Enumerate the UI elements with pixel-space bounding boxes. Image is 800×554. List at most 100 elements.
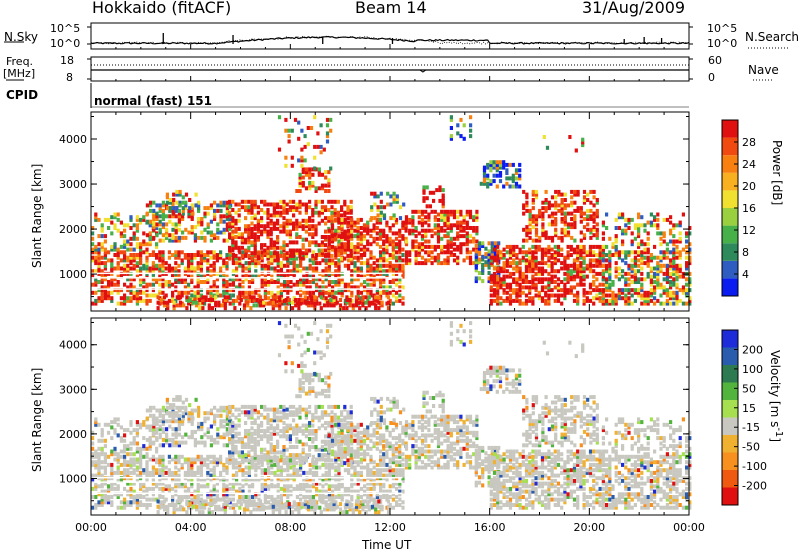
power-point-1741 bbox=[314, 202, 318, 207]
power-point-1827 bbox=[343, 213, 347, 218]
power-point-179 bbox=[142, 298, 146, 303]
power-point-3093 bbox=[534, 217, 539, 221]
velocity-point-335 bbox=[187, 462, 191, 467]
power-point-552 bbox=[251, 280, 255, 284]
velocity-point-85 bbox=[116, 505, 120, 510]
power-point-1733 bbox=[314, 243, 318, 248]
power-point-3729 bbox=[204, 295, 208, 300]
power-point-2811 bbox=[540, 250, 545, 255]
power-point-3740 bbox=[220, 303, 224, 308]
velocity-point-396 bbox=[203, 462, 207, 467]
power-point-2115 bbox=[370, 208, 374, 212]
velocity-point-565 bbox=[254, 465, 258, 470]
power-point-1008 bbox=[382, 285, 386, 290]
velocity-point-777 bbox=[315, 481, 319, 486]
power-point-1341 bbox=[213, 217, 217, 221]
power-point-1137 bbox=[123, 228, 127, 233]
power-point-2871 bbox=[556, 269, 561, 274]
velocity-point-219 bbox=[151, 454, 155, 459]
power-point-1280 bbox=[177, 200, 181, 205]
power-point-1385 bbox=[165, 200, 169, 205]
power-point-3824 bbox=[345, 295, 349, 300]
power-point-2249 bbox=[433, 217, 437, 222]
power-point-3155 bbox=[560, 227, 564, 232]
power-point-99 bbox=[119, 288, 123, 293]
power-point-1470 bbox=[244, 240, 248, 245]
power-point-3185 bbox=[570, 222, 574, 227]
power-point-1202 bbox=[149, 200, 153, 205]
power-point-2215 bbox=[424, 258, 428, 263]
power-point-490 bbox=[231, 288, 235, 293]
power-point-1288 bbox=[184, 206, 188, 211]
velocity-point-638 bbox=[276, 484, 280, 489]
velocity-point-302 bbox=[177, 473, 181, 478]
power-point-459 bbox=[222, 277, 226, 282]
power-point-1412 bbox=[228, 256, 232, 261]
power-point-2438 bbox=[477, 252, 482, 257]
power-point-2462 bbox=[487, 260, 491, 265]
power-point-1441 bbox=[234, 243, 238, 248]
velocity-point-8 bbox=[94, 505, 98, 510]
velocity-point-246 bbox=[161, 481, 165, 486]
power-point-3372 bbox=[633, 277, 637, 282]
power-point-3528 bbox=[675, 293, 679, 298]
power-point-1856 bbox=[298, 189, 302, 193]
power-point-2172 bbox=[411, 239, 415, 244]
power-point-2131 bbox=[382, 216, 387, 221]
velocity-point-457 bbox=[222, 486, 226, 491]
power-point-2138 bbox=[389, 194, 393, 199]
power-point-3017 bbox=[595, 285, 599, 290]
power-point-1235 bbox=[161, 203, 165, 208]
power-point-2053 bbox=[375, 236, 379, 241]
power-point-1270 bbox=[177, 238, 181, 243]
power-point-1107 bbox=[103, 247, 107, 252]
power-point-812 bbox=[324, 261, 328, 266]
power-point-3169 bbox=[563, 219, 567, 224]
power-point-1449 bbox=[234, 202, 238, 207]
power-point-3800 bbox=[310, 298, 314, 302]
power-point-1991 bbox=[346, 234, 351, 239]
power-point-2499 bbox=[482, 181, 487, 186]
power-point-2684 bbox=[512, 247, 516, 252]
power-point-2117 bbox=[370, 191, 374, 196]
power-point-767 bbox=[311, 261, 315, 266]
power-point-2743 bbox=[528, 296, 532, 301]
power-point-2435 bbox=[477, 271, 482, 275]
power-point-555 bbox=[251, 261, 255, 266]
power-point-3074 bbox=[528, 214, 532, 219]
power-point-1767 bbox=[324, 208, 328, 212]
power-point-76 bbox=[110, 266, 114, 271]
power-point-3449 bbox=[656, 298, 660, 303]
velocity-point-1071 bbox=[398, 470, 402, 475]
power-point-3415 bbox=[646, 298, 650, 303]
power-point-2643 bbox=[502, 253, 506, 257]
power-point-1947 bbox=[327, 242, 331, 247]
power-point-3611 bbox=[627, 226, 631, 230]
power-point-3009 bbox=[592, 263, 596, 268]
power-point-3016 bbox=[595, 288, 599, 293]
power-point-1425 bbox=[231, 245, 235, 250]
power-point-2355 bbox=[462, 220, 466, 225]
power-point-90 bbox=[116, 274, 120, 279]
power-point-2332 bbox=[456, 234, 460, 239]
power-point-344 bbox=[190, 277, 194, 282]
power-point-1496 bbox=[250, 240, 254, 245]
power-point-563 bbox=[254, 269, 258, 274]
power-point-3645 bbox=[649, 212, 653, 217]
velocity-point-922 bbox=[356, 470, 360, 475]
power-point-1802 bbox=[333, 199, 337, 204]
power-point-349 bbox=[190, 261, 194, 266]
power-point-653 bbox=[279, 282, 283, 287]
power-point-1995 bbox=[346, 220, 351, 225]
power-point-474 bbox=[225, 263, 229, 268]
power-point-1452 bbox=[237, 245, 241, 250]
power-point-3133 bbox=[550, 203, 555, 208]
velocity-point-817 bbox=[327, 497, 331, 502]
power-point-3388 bbox=[637, 258, 641, 263]
power-point-1093 bbox=[94, 217, 98, 222]
power-point-595 bbox=[263, 280, 267, 284]
power-point-1612 bbox=[279, 224, 283, 229]
power-point-43 bbox=[100, 261, 104, 266]
power-point-1761 bbox=[324, 243, 328, 248]
power-point-1021 bbox=[385, 288, 389, 293]
